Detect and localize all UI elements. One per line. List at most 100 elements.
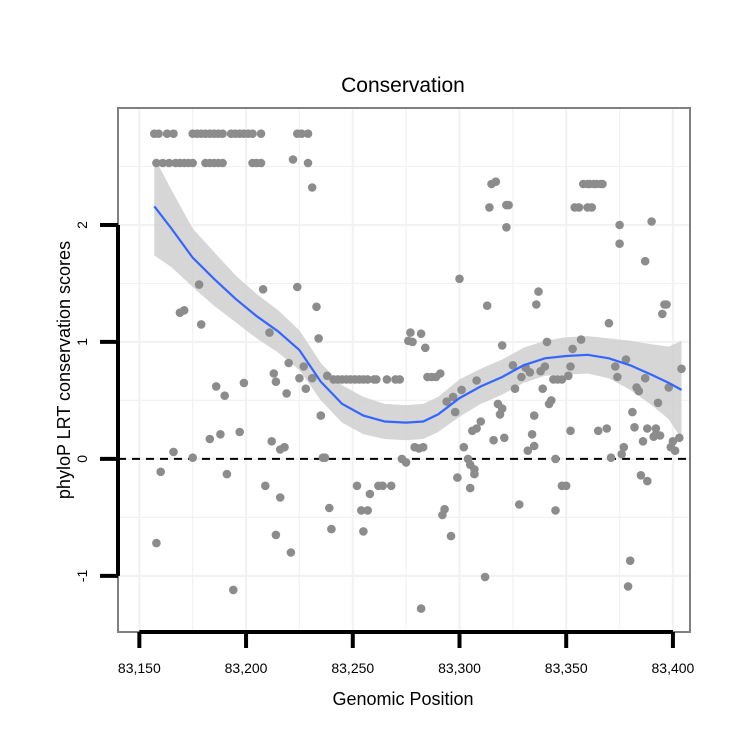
data-point — [593, 426, 603, 436]
data-point — [416, 604, 426, 613]
data-point — [566, 426, 575, 436]
data-point — [320, 453, 330, 463]
data-point — [640, 373, 650, 383]
data-point — [455, 274, 464, 284]
data-point — [408, 337, 417, 347]
data-point — [158, 158, 168, 168]
data-point — [325, 503, 334, 513]
data-point — [205, 434, 215, 444]
data-point — [316, 411, 326, 420]
data-point — [613, 372, 622, 382]
x-axis: 83,150 83,200 83,250 83,300 83,350 83,400 — [118, 630, 695, 676]
y-axis-title: phyloP LRT conservation scores — [54, 241, 74, 499]
data-point — [322, 371, 332, 381]
data-point — [529, 411, 539, 420]
data-point — [220, 391, 229, 401]
data-point — [630, 423, 639, 432]
data-point — [628, 407, 637, 417]
data-point — [314, 334, 323, 343]
data-point — [500, 433, 509, 443]
data-point — [307, 373, 317, 383]
data-point — [621, 355, 631, 364]
data-point — [604, 318, 614, 328]
smooth-line — [153, 205, 683, 424]
data-point — [436, 369, 445, 378]
data-point — [636, 471, 646, 480]
data-point — [459, 442, 469, 452]
data-point — [532, 300, 541, 309]
data-point — [421, 343, 430, 353]
data-point — [261, 481, 270, 491]
data-point — [265, 328, 274, 337]
x-tick-label: 83,350 — [545, 660, 588, 676]
data-point — [564, 371, 573, 381]
data-point — [508, 361, 518, 370]
y-tick-label: 2 — [74, 221, 90, 229]
data-point — [286, 548, 296, 557]
data-point — [482, 301, 492, 311]
data-point — [442, 397, 452, 406]
data-point — [557, 375, 567, 384]
data-point — [299, 362, 309, 371]
data-point — [162, 129, 172, 138]
x-tick-label: 83,250 — [331, 660, 374, 676]
data-point — [357, 506, 366, 515]
data-point — [517, 372, 526, 382]
data-point — [406, 328, 415, 337]
data-point — [295, 373, 304, 383]
data-point — [307, 183, 317, 192]
data-point — [363, 506, 373, 515]
data-point — [668, 437, 678, 446]
data-point — [470, 465, 479, 474]
data-point — [386, 481, 396, 491]
data-point — [638, 437, 648, 446]
smooth-fit-line — [153, 205, 683, 424]
data-point — [248, 129, 257, 138]
data-point — [179, 306, 189, 315]
data-point — [653, 398, 663, 408]
data-point — [152, 538, 161, 548]
x-tick-label: 83,200 — [225, 660, 268, 676]
x-tick-label: 83,300 — [438, 660, 481, 676]
data-point — [365, 489, 375, 499]
data-point — [675, 433, 684, 443]
data-point — [566, 362, 575, 371]
data-point — [489, 435, 498, 445]
data-point — [606, 453, 616, 463]
data-point — [395, 375, 405, 384]
data-point — [561, 481, 571, 491]
data-point — [529, 441, 539, 451]
data-point — [504, 200, 513, 210]
data-point — [169, 447, 178, 457]
data-point — [156, 467, 165, 477]
data-point — [269, 369, 279, 378]
data-point — [617, 449, 626, 459]
y-tick-label: 1 — [74, 338, 90, 346]
data-point — [465, 483, 475, 493]
data-point — [229, 585, 238, 595]
data-point — [303, 129, 313, 138]
data-point — [359, 527, 368, 536]
data-point — [619, 442, 629, 452]
data-point — [372, 375, 381, 384]
data-point — [640, 256, 650, 266]
data-point — [611, 362, 620, 371]
data-point — [598, 179, 607, 189]
data-point — [540, 362, 550, 371]
data-point — [574, 203, 584, 212]
data-point — [472, 376, 481, 385]
data-point — [602, 424, 612, 433]
data-point — [188, 453, 197, 463]
data-point — [196, 320, 206, 329]
data-point — [662, 300, 671, 309]
data-point — [551, 454, 560, 464]
data-point — [523, 446, 533, 456]
data-point — [542, 337, 552, 347]
data-point — [525, 368, 535, 377]
data-point — [222, 469, 232, 479]
data-point — [647, 217, 656, 226]
data-point — [547, 396, 556, 405]
data-point — [615, 239, 624, 248]
confidence-band-area — [154, 157, 682, 441]
data-point — [194, 280, 204, 289]
